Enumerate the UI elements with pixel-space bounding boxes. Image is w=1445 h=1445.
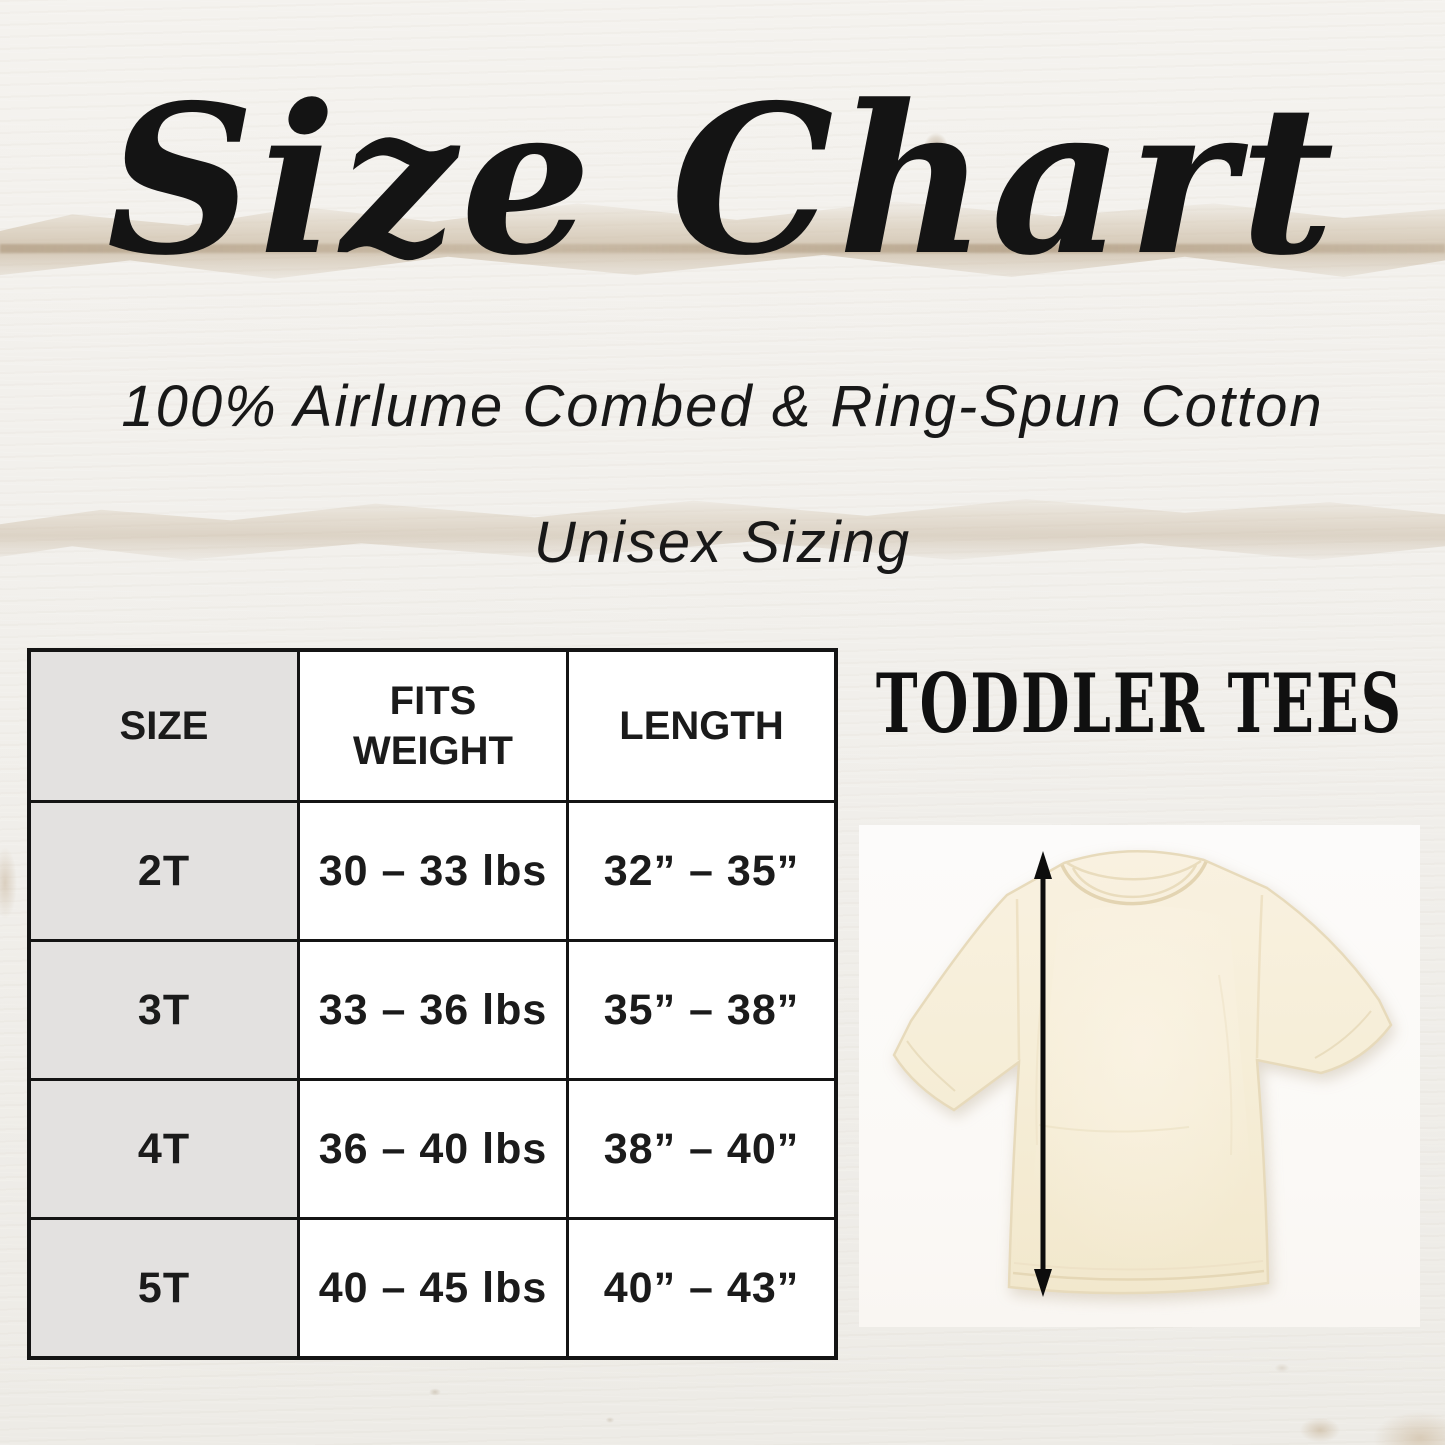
table-cell-length: 32” – 35” — [569, 803, 834, 939]
table-header-length: LENGTH — [569, 652, 834, 800]
table-cell-weight: 40 – 45 lbs — [300, 1220, 566, 1356]
table-cell-length: 38” – 40” — [569, 1081, 834, 1217]
table-cell-length: 35” – 38” — [569, 942, 834, 1078]
table-header-size: SIZE — [31, 652, 297, 800]
table-cell-size: 4T — [31, 1081, 297, 1217]
toddler-tee-image — [892, 850, 1393, 1297]
table-header-fits-weight: FITS WEIGHT — [300, 652, 566, 800]
subtitle-sizing: Unisex Sizing — [533, 510, 912, 575]
table-cell-weight: 36 – 40 lbs — [300, 1081, 566, 1217]
length-arrow-icon — [1034, 851, 1052, 1297]
table-cell-size: 5T — [31, 1220, 297, 1356]
subtitle-material: 100% Airlume Combed & Ring-Spun Cotton — [121, 374, 1324, 439]
table-cell-size: 3T — [31, 942, 297, 1078]
page-title: Size Chart — [106, 61, 1339, 301]
table-cell-weight: 33 – 36 lbs — [300, 942, 566, 1078]
tshirt-photo — [859, 825, 1420, 1327]
size-table: SIZE FITS WEIGHT LENGTH 2T 30 – 33 lbs 3… — [27, 648, 838, 1360]
table-cell-size: 2T — [31, 803, 297, 939]
tee-collar — [1060, 861, 1208, 906]
table-cell-weight: 30 – 33 lbs — [300, 803, 566, 939]
table-cell-length: 40” – 43” — [569, 1220, 834, 1356]
section-label-toddler-tees: TODDLER TEES — [875, 656, 1404, 753]
wood-texture-smudge — [0, 838, 20, 928]
